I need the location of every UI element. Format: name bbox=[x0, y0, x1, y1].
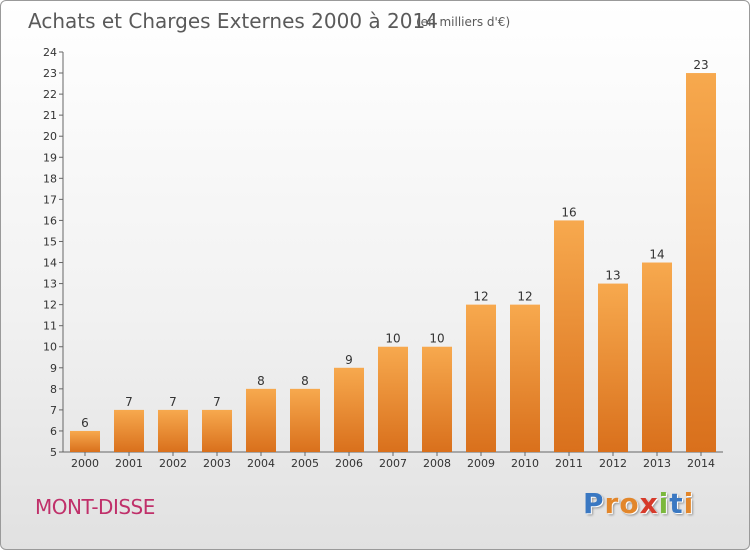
brand-letter: P bbox=[583, 487, 605, 520]
y-tick-label: 5 bbox=[50, 446, 57, 459]
brand-letter: i bbox=[683, 487, 695, 520]
bar-value-label: 10 bbox=[385, 332, 400, 346]
bar-value-label: 13 bbox=[605, 269, 620, 283]
y-tick-label: 15 bbox=[43, 235, 57, 248]
y-tick-label: 10 bbox=[43, 341, 57, 354]
x-tick-label: 2002 bbox=[159, 457, 187, 470]
x-tick-label: 2008 bbox=[423, 457, 451, 470]
brand-letter: i bbox=[658, 487, 670, 520]
bar bbox=[70, 430, 100, 452]
y-tick-label: 21 bbox=[43, 109, 57, 122]
x-tick-label: 2013 bbox=[643, 457, 671, 470]
chart-title: Achats et Charges Externes 2000 à 2014 bbox=[28, 9, 438, 33]
bar-value-label: 8 bbox=[301, 374, 309, 388]
bar bbox=[422, 346, 452, 452]
bar bbox=[378, 346, 408, 452]
bar-value-label: 8 bbox=[257, 374, 265, 388]
bar bbox=[334, 367, 364, 452]
brand-letter: r bbox=[604, 487, 620, 520]
bar bbox=[598, 283, 628, 452]
x-tick-label: 2014 bbox=[687, 457, 715, 470]
bar bbox=[246, 388, 276, 452]
x-tick-label: 2006 bbox=[335, 457, 363, 470]
proxiti-logo: Proxiti bbox=[583, 487, 694, 520]
brand-letter: o bbox=[619, 487, 640, 520]
bar-value-label: 14 bbox=[649, 248, 664, 262]
x-tick-label: 2003 bbox=[203, 457, 231, 470]
y-tick-label: 6 bbox=[50, 425, 57, 438]
bar bbox=[510, 304, 540, 452]
brand-letter: x bbox=[639, 487, 659, 520]
bar bbox=[114, 409, 144, 452]
bar-value-label: 12 bbox=[473, 290, 488, 304]
x-tick-label: 2000 bbox=[71, 457, 99, 470]
y-tick-label: 22 bbox=[43, 88, 57, 101]
y-tick-label: 11 bbox=[43, 320, 57, 333]
bar-value-label: 9 bbox=[345, 353, 353, 367]
brand-letter: t bbox=[669, 487, 684, 520]
x-tick-label: 2001 bbox=[115, 457, 143, 470]
bar-value-label: 7 bbox=[125, 395, 133, 409]
x-tick-label: 2010 bbox=[511, 457, 539, 470]
x-tick-label: 2005 bbox=[291, 457, 319, 470]
bar-value-label: 23 bbox=[693, 58, 708, 72]
y-tick-label: 19 bbox=[43, 151, 57, 164]
bar-value-label: 16 bbox=[561, 205, 576, 219]
y-tick-label: 18 bbox=[43, 172, 57, 185]
place-name: MONT-DISSE bbox=[35, 495, 155, 519]
x-tick-label: 2007 bbox=[379, 457, 407, 470]
y-tick-label: 23 bbox=[43, 67, 57, 80]
chart-unit: (en milliers d'€) bbox=[416, 15, 511, 29]
bar-value-label: 6 bbox=[81, 416, 89, 430]
y-tick-label: 17 bbox=[43, 193, 57, 206]
y-tick-label: 8 bbox=[50, 383, 57, 396]
bar bbox=[290, 388, 320, 452]
bar bbox=[202, 409, 232, 452]
x-tick-label: 2011 bbox=[555, 457, 583, 470]
y-tick-label: 12 bbox=[43, 299, 57, 312]
bar-value-label: 7 bbox=[169, 395, 177, 409]
bar-value-label: 12 bbox=[517, 290, 532, 304]
bar bbox=[466, 304, 496, 452]
bar-value-label: 7 bbox=[213, 395, 221, 409]
bar bbox=[642, 262, 672, 452]
y-tick-label: 14 bbox=[43, 257, 57, 270]
y-tick-label: 16 bbox=[43, 214, 57, 227]
y-tick-label: 13 bbox=[43, 278, 57, 291]
x-tick-label: 2009 bbox=[467, 457, 495, 470]
bar bbox=[554, 220, 584, 452]
bar bbox=[686, 73, 716, 452]
y-tick-label: 7 bbox=[50, 404, 57, 417]
bar bbox=[158, 409, 188, 452]
y-tick-label: 20 bbox=[43, 130, 57, 143]
y-tick-label: 24 bbox=[43, 46, 57, 59]
bar-value-label: 10 bbox=[429, 332, 444, 346]
x-tick-label: 2004 bbox=[247, 457, 275, 470]
y-tick-label: 9 bbox=[50, 362, 57, 375]
x-tick-label: 2012 bbox=[599, 457, 627, 470]
